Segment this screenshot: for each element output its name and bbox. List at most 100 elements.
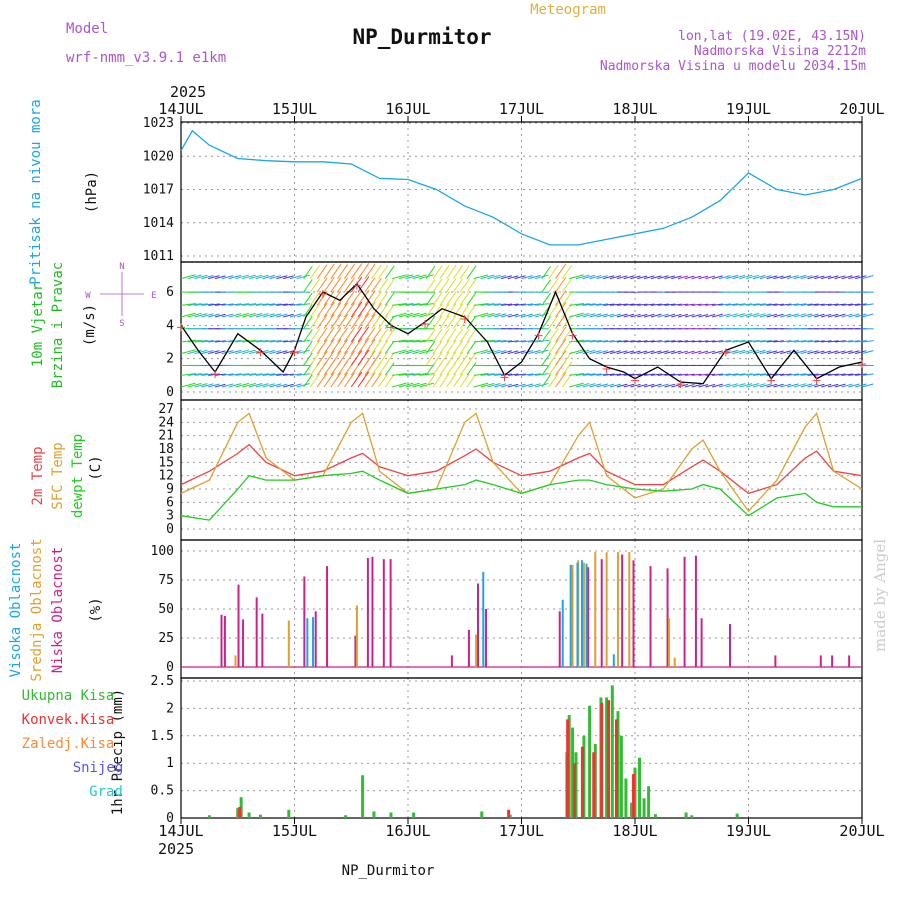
wind-barb bbox=[316, 339, 328, 354]
wind-barb bbox=[637, 350, 648, 355]
wind-barb bbox=[296, 274, 310, 280]
wind-barb bbox=[344, 313, 355, 329]
wind-barb bbox=[425, 279, 436, 293]
wind-barb bbox=[494, 275, 507, 280]
wind-barb bbox=[780, 373, 792, 376]
wind-barb bbox=[412, 373, 428, 376]
y-tick-label: 0.5 bbox=[151, 784, 174, 799]
model-elevation-label: Nadmorska Visina u modelu 2034.15m bbox=[600, 59, 866, 74]
wind-barb bbox=[691, 373, 702, 376]
wind-barb bbox=[371, 314, 382, 329]
wind-barb bbox=[330, 302, 342, 318]
wind-barb bbox=[786, 275, 799, 280]
wind-barb bbox=[582, 274, 596, 280]
wind-barb bbox=[691, 340, 702, 343]
wind-barb bbox=[698, 350, 709, 355]
credit-label: made by Angel bbox=[871, 539, 889, 652]
y-tick-label: 24 bbox=[158, 415, 174, 430]
wind-barb bbox=[759, 340, 772, 343]
wind-barb bbox=[575, 312, 590, 318]
wind-barb bbox=[459, 303, 470, 318]
y-tick-label: 12 bbox=[158, 469, 174, 484]
wind-barb bbox=[650, 383, 662, 388]
wind-barb bbox=[269, 350, 282, 355]
wind-barb bbox=[848, 373, 860, 376]
wind-barb bbox=[500, 350, 512, 355]
wind-barb bbox=[269, 303, 282, 306]
wind-barb bbox=[316, 277, 328, 293]
wind-barb bbox=[746, 373, 760, 376]
wind-barb bbox=[773, 303, 784, 306]
wind-barb bbox=[561, 351, 573, 366]
precip-bar bbox=[592, 752, 596, 818]
wind-barb bbox=[323, 313, 335, 329]
wind-barb bbox=[180, 373, 196, 376]
wind-barb bbox=[309, 373, 321, 388]
wind-barb bbox=[357, 338, 370, 354]
wind-barb bbox=[705, 313, 716, 318]
wind-barb bbox=[249, 373, 263, 376]
wind-barb bbox=[596, 275, 608, 280]
wind-barb bbox=[357, 289, 370, 306]
wind-barb bbox=[637, 275, 648, 280]
wind-barb bbox=[528, 373, 541, 376]
wind-barb bbox=[827, 275, 839, 280]
wind-barb bbox=[793, 313, 807, 318]
wind-barb bbox=[630, 373, 641, 376]
precip-bar bbox=[600, 702, 604, 818]
wind-barb bbox=[398, 303, 414, 306]
wind-barb bbox=[452, 315, 464, 329]
wind-gust-marker bbox=[211, 370, 220, 378]
wind-barb bbox=[344, 290, 355, 306]
wind-barb bbox=[487, 349, 501, 355]
wind-barb bbox=[255, 373, 269, 376]
wind-barb bbox=[814, 275, 825, 280]
wind-barb bbox=[323, 290, 335, 306]
wind-barb bbox=[201, 274, 214, 280]
wind-barb bbox=[432, 328, 443, 343]
wind-barb bbox=[582, 373, 596, 376]
wind-barb bbox=[323, 277, 335, 293]
wind-barb bbox=[773, 350, 784, 355]
wind-barb bbox=[766, 350, 778, 355]
pressure-frame bbox=[180, 121, 863, 263]
wind-barb bbox=[555, 276, 567, 293]
wind-panel: 6 4 2 0 N S W E bbox=[85, 262, 874, 400]
wind-barb bbox=[494, 340, 507, 343]
wind-barb bbox=[303, 352, 313, 366]
wind-barb bbox=[541, 279, 551, 293]
wind-barb bbox=[848, 275, 860, 280]
wind-barb bbox=[528, 303, 541, 306]
wind-barb bbox=[712, 373, 724, 376]
wind-barb bbox=[494, 350, 507, 355]
wind-barb bbox=[398, 373, 414, 376]
wind-barb bbox=[541, 329, 551, 343]
wind-barb bbox=[603, 383, 615, 388]
precip-ylabel: 1hr Precip (mm) bbox=[110, 689, 126, 815]
wind-barb bbox=[555, 371, 567, 388]
wind-barb bbox=[269, 313, 282, 318]
wind-barb bbox=[303, 279, 313, 293]
wind-barb bbox=[384, 292, 395, 306]
y-tick-label: 9 bbox=[166, 482, 174, 497]
wind-barb bbox=[705, 373, 716, 376]
wind-barb bbox=[452, 340, 464, 354]
wind-barb bbox=[793, 303, 807, 306]
precip-bar bbox=[647, 786, 651, 818]
precip-bar bbox=[588, 705, 592, 818]
wind-barb bbox=[439, 264, 450, 279]
wind-barb bbox=[684, 303, 695, 306]
wind-barb bbox=[344, 372, 355, 388]
wind-barb bbox=[732, 339, 746, 343]
wind-barb bbox=[296, 373, 311, 376]
wind-barb bbox=[276, 340, 288, 343]
wind-barb bbox=[739, 383, 753, 388]
wind-barb bbox=[623, 275, 635, 280]
wind-barb bbox=[344, 263, 355, 279]
wind-barb bbox=[364, 313, 376, 329]
wind-gust-marker bbox=[602, 365, 611, 373]
wind-barb bbox=[855, 383, 867, 388]
y-tick-label: 1014 bbox=[143, 216, 174, 231]
wind-barb bbox=[807, 350, 819, 355]
wind-barb bbox=[378, 265, 389, 279]
